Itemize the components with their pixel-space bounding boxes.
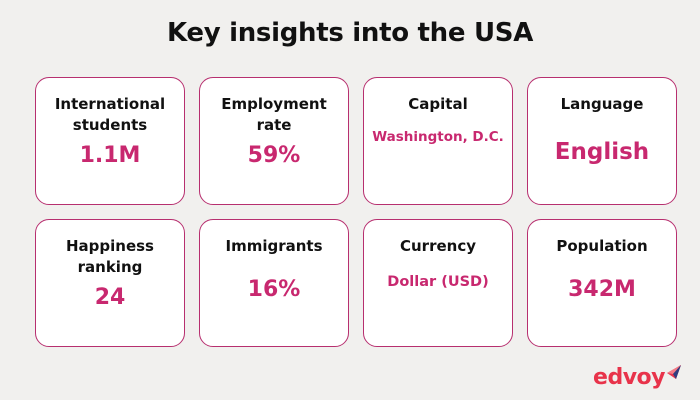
brand-wordmark: edvoy (593, 365, 665, 390)
card-value: Dollar (USD) (387, 274, 489, 290)
card-immigrants: Immigrants 16% (199, 219, 349, 347)
card-value: Washington, D.C. (372, 129, 504, 145)
card-currency: Currency Dollar (USD) (363, 219, 513, 347)
paper-plane-icon (667, 365, 681, 379)
card-label: Language (560, 95, 644, 113)
card-value: 16% (247, 277, 301, 302)
card-value: English (554, 139, 650, 165)
card-label: Population (556, 237, 648, 255)
card-international-students: International students 1.1M (35, 77, 185, 205)
card-label: International students (54, 95, 166, 134)
card-label: Currency (399, 237, 476, 255)
card-label: Employment rate (221, 95, 327, 134)
card-language: Language English (527, 77, 677, 205)
page-title: Key insights into the USA (166, 18, 534, 48)
card-label: Capital (408, 95, 468, 113)
card-value: 342M (568, 277, 636, 302)
card-label: Immigrants (225, 237, 323, 255)
card-value: 1.1M (79, 143, 141, 168)
card-population: Population 342M (527, 219, 677, 347)
card-employment-rate: Employment rate 59% (199, 77, 349, 205)
card-value: 24 (94, 285, 126, 310)
edvoy-logo: edvoy (593, 364, 682, 390)
card-label: Happiness ranking (65, 237, 154, 276)
card-capital: Capital Washington, D.C. (363, 77, 513, 205)
insights-grid: International students 1.1M Employment r… (35, 77, 677, 347)
card-value: 59% (247, 143, 301, 168)
card-happiness-ranking: Happiness ranking 24 (35, 219, 185, 347)
